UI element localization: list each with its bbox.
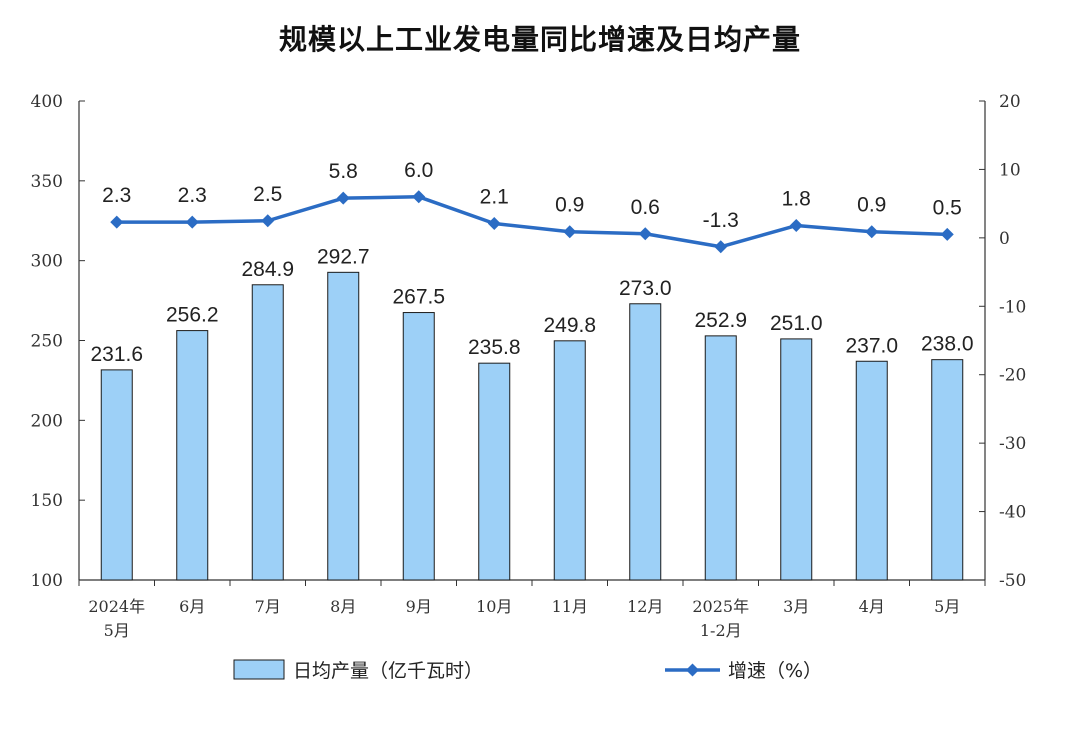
line-value-label: 2.1 [480, 185, 509, 208]
x-tick-label: 7月 [255, 597, 281, 616]
bar-value-label: 237.0 [845, 334, 898, 357]
line-point [714, 240, 728, 254]
line-value-label: 0.5 [933, 196, 962, 219]
line-value-label: 6.0 [404, 159, 433, 182]
bar [402, 312, 435, 581]
line-value-label: 0.9 [857, 194, 886, 217]
bar [855, 360, 888, 581]
x-tick-label: 3月 [783, 597, 809, 616]
legend-label-line: 增速（%） [728, 660, 822, 682]
line-value-label: 5.8 [329, 160, 358, 183]
bar-value-label: 238.0 [921, 333, 974, 356]
line-point [789, 219, 803, 233]
x-tick-label: 1-2月 [700, 621, 742, 640]
bar-value-label: 256.2 [166, 304, 219, 327]
y-right-tick-label: 20 [999, 92, 1021, 112]
line-value-label: 2.3 [102, 184, 131, 207]
y-right-tick-label: -10 [999, 297, 1026, 317]
bar-value-label: 284.9 [241, 258, 294, 281]
bar [251, 284, 284, 581]
y-left-tick-label: 400 [31, 92, 63, 112]
legend-bar-swatch [233, 659, 285, 680]
bar [176, 330, 209, 581]
line-value-label: 0.9 [555, 194, 584, 217]
bar-value-label: 252.9 [694, 309, 747, 332]
x-tick-label: 9月 [406, 597, 432, 616]
y-right-tick-label: 0 [999, 229, 1010, 249]
bar-value-label: 251.0 [770, 312, 823, 335]
line-point [261, 214, 275, 228]
x-tick-label: 6月 [179, 597, 205, 616]
y-left-tick-label: 150 [31, 491, 63, 511]
bar-value-label: 231.6 [90, 343, 143, 366]
y-right-tick-label: -50 [999, 571, 1026, 591]
y-left-tick-label: 100 [31, 571, 63, 591]
axes-group: 100 150 200 250 300 350 400 -50 -40 -30 -20 -10 0 10 2… [31, 92, 1027, 640]
line-point [336, 191, 350, 205]
legend-label-bars: 日均产量（亿千瓦时） [293, 660, 483, 682]
bar-value-label: 292.7 [317, 245, 370, 268]
x-tick-label: 5月 [104, 621, 130, 640]
line-point [638, 227, 652, 241]
x-tick-label: 4月 [859, 597, 885, 616]
bars-group [100, 271, 964, 581]
line-point [487, 216, 501, 230]
x-tick-label: 11月 [552, 597, 588, 616]
bar-value-label: 267.5 [392, 286, 445, 309]
line-point [563, 225, 577, 239]
bar [553, 340, 586, 581]
line-point [185, 215, 199, 229]
bar-value-label: 235.8 [468, 336, 521, 359]
line-point [940, 227, 954, 241]
y-left-tick-label: 250 [31, 332, 63, 352]
x-tick-label: 5月 [934, 597, 960, 616]
line-point [412, 190, 426, 204]
x-tick-label: 2024年 [88, 597, 145, 616]
line-value-label: 2.5 [253, 183, 282, 206]
legend-line-marker [686, 663, 699, 677]
bar [478, 362, 511, 581]
x-tick-label: 10月 [476, 597, 512, 616]
line-group [110, 190, 954, 254]
x-tick-label: 8月 [330, 597, 356, 616]
line-value-label: -1.3 [703, 209, 739, 232]
line-point [865, 225, 879, 239]
bar [629, 303, 662, 581]
line-value-label: 2.3 [178, 184, 207, 207]
y-left-tick-label: 350 [31, 172, 63, 192]
bar [100, 369, 133, 581]
y-right-tick-label: -30 [999, 434, 1026, 454]
y-left-tick-label: 300 [31, 252, 63, 272]
bar [327, 271, 360, 581]
x-tick-label: 12月 [627, 597, 663, 616]
bar [704, 335, 737, 581]
labels-group: 231.6 256.2 284.9 292.7 267.5 235.8 249.8 273.0… [90, 159, 973, 366]
legend-group: 日均产量（亿千瓦时） 增速（%） [233, 659, 822, 682]
line-point [110, 215, 124, 229]
line-value-label: 0.6 [631, 196, 660, 219]
y-right-tick-label: 10 [999, 160, 1021, 180]
growth-line [116, 195, 948, 249]
y-right-tick-label: -20 [999, 366, 1026, 386]
bar-value-label: 273.0 [619, 277, 672, 300]
y-right-tick-label: -40 [999, 503, 1026, 523]
line-value-label: 1.8 [782, 188, 811, 211]
bar [931, 359, 964, 581]
chart-title: 规模以上工业发电量同比增速及日均产量 [278, 23, 801, 56]
bar-value-label: 249.8 [543, 314, 596, 337]
x-tick-label: 2025年 [692, 597, 749, 616]
y-left-tick-label: 200 [31, 411, 63, 431]
bar [780, 338, 813, 581]
